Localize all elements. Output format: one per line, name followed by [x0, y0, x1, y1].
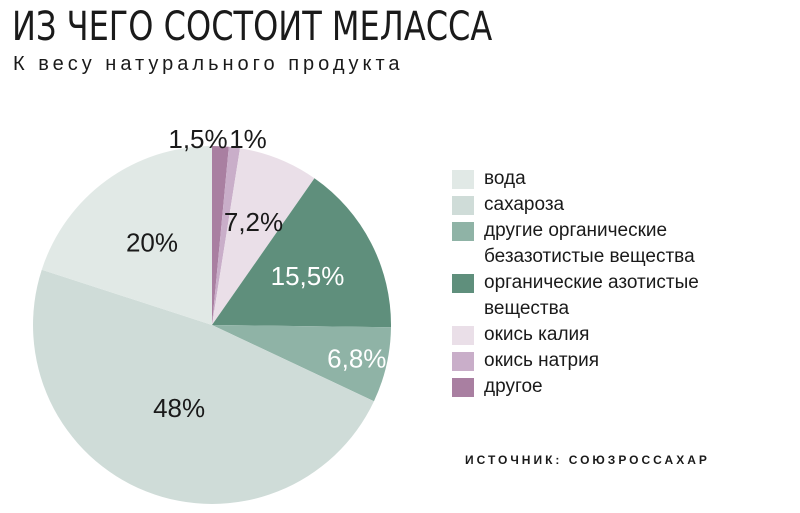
legend-item-other-nitrogen-free: другие органические безазотистые веществ… [452, 218, 752, 270]
legend-swatch [452, 352, 474, 371]
legend-swatch [452, 170, 474, 189]
legend-label-line-2: вещества [484, 298, 570, 319]
pie-slice [212, 178, 392, 328]
legend-swatch [452, 196, 474, 215]
slice-value-label: 20% [126, 228, 178, 258]
slice-value-label: 6,8% [327, 343, 386, 373]
legend-label: окись калия [484, 324, 590, 345]
legend-item-organic-nitrogen: органические азотистые вещества [452, 270, 752, 322]
slice-value-label: 1% [229, 124, 267, 154]
legend-swatch [452, 274, 474, 293]
legend-swatch [452, 222, 474, 241]
chart-title: ИЗ ЧЕГО СОСТОИТ МЕЛАССА [12, 4, 493, 50]
legend-item-sodium-oxide: окись натрия [452, 348, 752, 374]
legend-swatch [452, 378, 474, 397]
pie-slice [212, 145, 229, 325]
chart-subtitle: К весу натурального продукта [13, 53, 404, 75]
legend-label: другое [484, 376, 543, 397]
slice-value-label: 1,5% [168, 124, 227, 154]
legend-item-other: другое [452, 374, 752, 400]
source-note: ИСТОЧНИК: СОЮЗРОССАХАР [465, 453, 710, 467]
pie-slice [41, 145, 213, 325]
legend-label-line-2: безазотистые вещества [484, 246, 695, 267]
legend-label: окись натрия [484, 350, 599, 371]
slice-value-label: 48% [153, 393, 205, 423]
legend-label: органические азотистые [484, 272, 699, 293]
pie-slice [212, 146, 240, 325]
legend-label: другие органические [484, 220, 668, 241]
slice-value-label: 7,2% [224, 207, 283, 237]
legend-label: вода [484, 168, 526, 189]
slice-value-label: 15,5% [271, 261, 345, 291]
pie-slice [212, 325, 391, 402]
pie-slice [33, 269, 374, 504]
legend-item-potassium-oxide: окись калия [452, 322, 752, 348]
chart-legend: вода сахароза другие органические безазо… [452, 166, 752, 400]
legend-swatch [452, 326, 474, 345]
legend-item-water: вода [452, 166, 752, 192]
legend-item-sucrose: сахароза [452, 192, 752, 218]
pie-slice [212, 148, 315, 325]
legend-label: сахароза [484, 194, 565, 215]
